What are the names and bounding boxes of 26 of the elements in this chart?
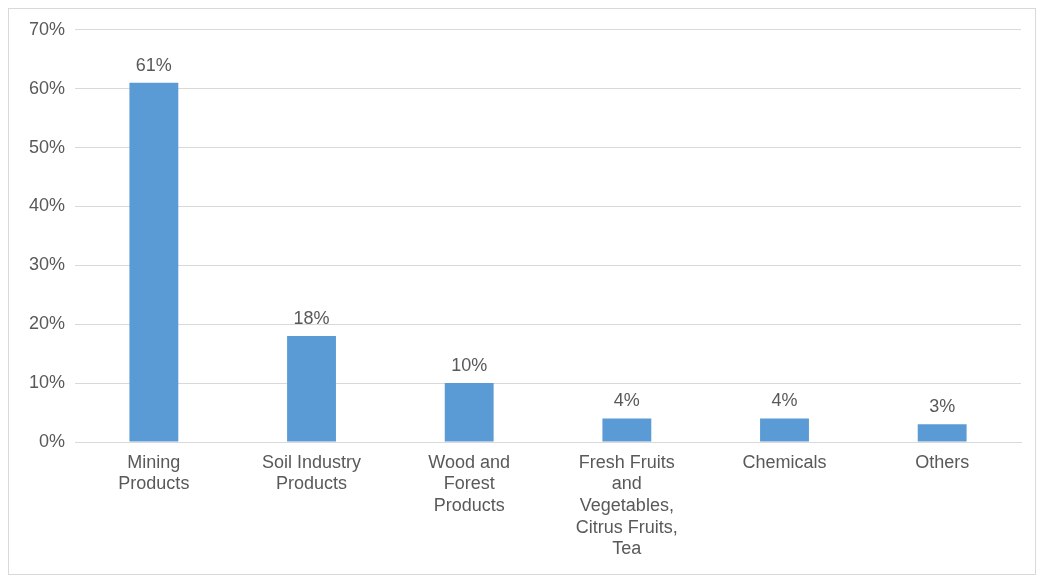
y-tick-label: 0% <box>39 430 66 451</box>
data-label: 3% <box>929 396 956 417</box>
x-tick-label: Wood and Forest Products <box>428 451 511 515</box>
x-tick-label: Fresh Fruits and Vegetables, Citrus Fruits, Tea <box>575 451 678 559</box>
y-tick-label: 30% <box>29 254 66 275</box>
y-tick-label: 20% <box>29 313 66 334</box>
y-tick-label: 10% <box>29 372 66 393</box>
data-label: 61% <box>135 54 172 75</box>
data-label: 4% <box>771 390 798 411</box>
y-tick-label: 70% <box>29 18 66 39</box>
y-tick-label: 60% <box>29 77 66 98</box>
bar <box>602 418 652 442</box>
y-tick-label: 40% <box>29 195 66 216</box>
bar <box>917 424 967 442</box>
bar <box>129 82 179 442</box>
bar <box>287 336 336 442</box>
x-tick-label: Soil Industry Products <box>262 451 362 494</box>
x-tick-label: Chemicals <box>742 451 827 472</box>
data-label: 4% <box>613 390 640 411</box>
x-tick-label: Others <box>915 451 970 472</box>
bar <box>444 383 494 442</box>
bar <box>760 418 809 442</box>
x-tick-label: Mining Products <box>118 451 190 494</box>
y-tick-label: 50% <box>29 136 66 157</box>
data-label: 18% <box>293 307 330 328</box>
data-label: 10% <box>451 355 488 376</box>
